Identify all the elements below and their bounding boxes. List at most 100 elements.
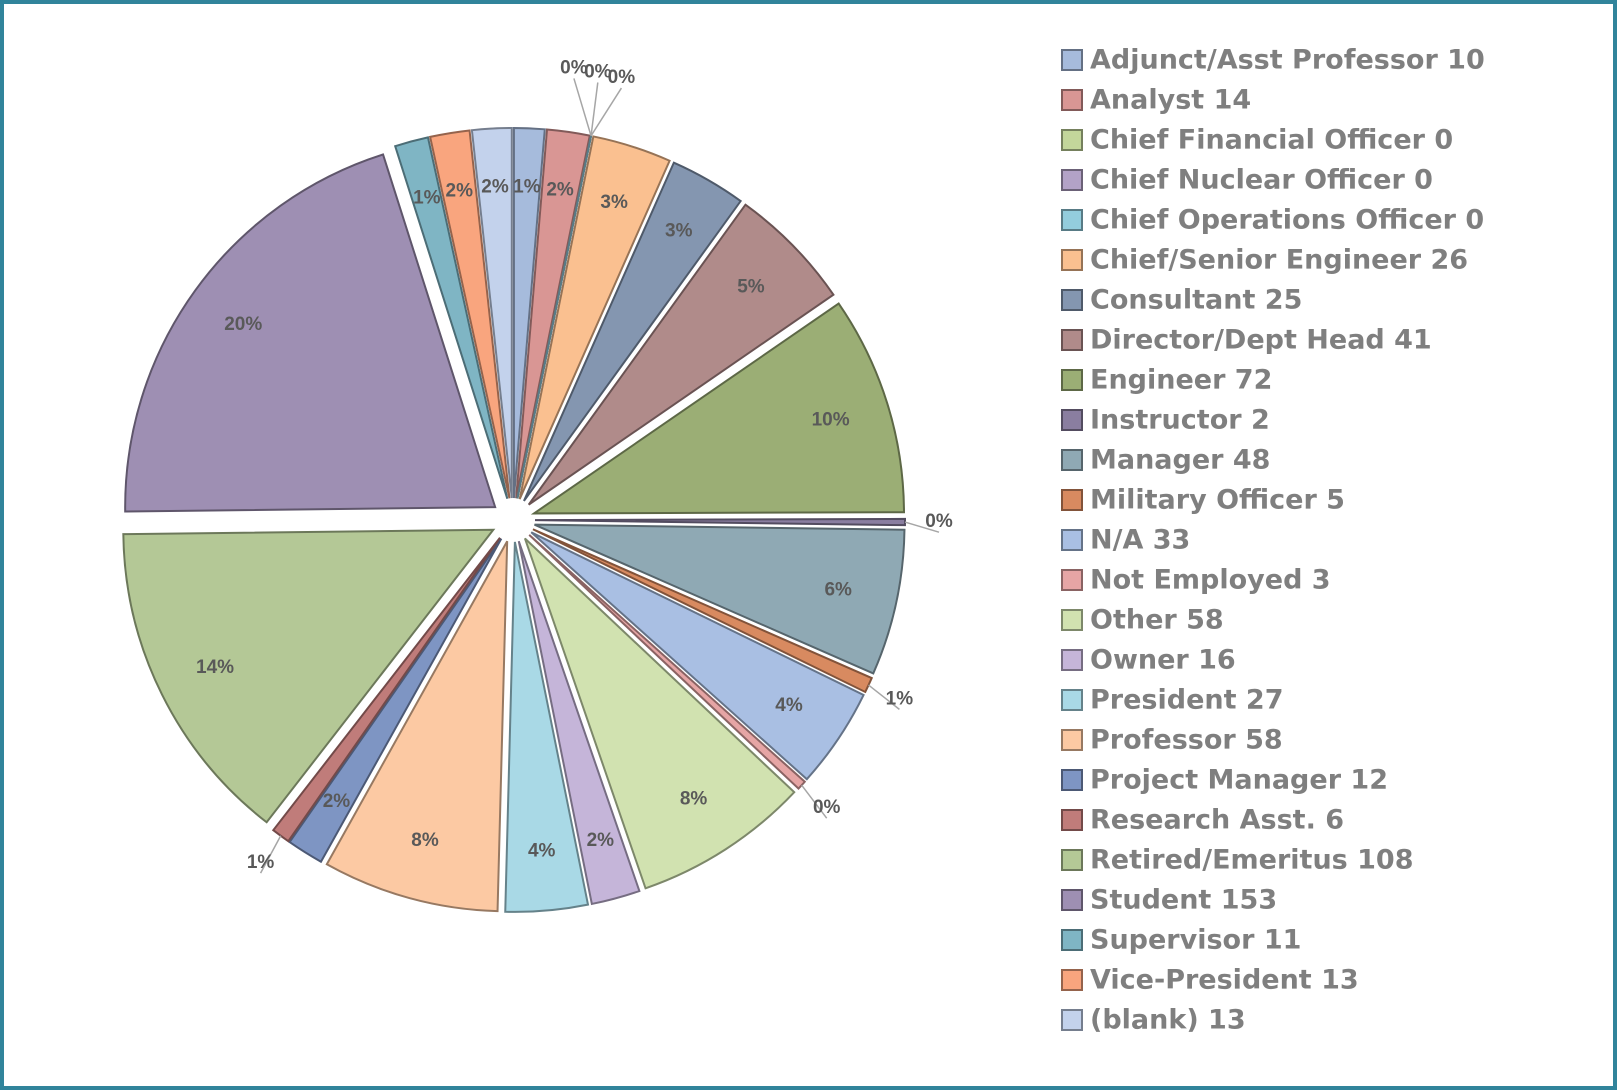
data-label: 2%	[323, 791, 351, 812]
pie-slice	[325, 540, 509, 913]
legend-swatch	[1061, 169, 1083, 191]
pie-slice	[470, 127, 513, 499]
legend-swatch	[1061, 649, 1083, 671]
legend-swatch	[1061, 849, 1083, 871]
data-label: 2%	[446, 181, 474, 202]
leader-line	[590, 87, 623, 137]
pie-slice	[518, 135, 671, 500]
legend-swatch	[1061, 769, 1083, 791]
legend-swatch	[1061, 929, 1083, 951]
data-label: 1%	[247, 852, 275, 873]
legend-swatch	[1061, 209, 1083, 231]
data-label: 14%	[196, 657, 234, 678]
legend-swatch	[1061, 329, 1083, 351]
pie-slice	[512, 127, 546, 499]
legend-swatch	[1061, 569, 1083, 591]
legend-label: Vice-President 13	[1090, 965, 1359, 996]
pie-slice	[534, 523, 906, 675]
pie-slice	[523, 161, 743, 502]
legend-label: Manager 48	[1090, 445, 1270, 476]
pie-slice	[122, 528, 496, 824]
data-label: 2%	[587, 830, 615, 851]
pie-slice	[527, 203, 835, 506]
data-label: 0%	[813, 797, 841, 818]
legend-label: Chief Operations Officer 0	[1090, 205, 1484, 236]
pie-slice	[523, 537, 796, 890]
data-label: 20%	[224, 314, 262, 335]
legend-swatch	[1061, 969, 1083, 991]
pie-slice	[530, 531, 865, 781]
legend-label: Retired/Emeritus 108	[1090, 845, 1414, 876]
pie-slice	[517, 540, 641, 906]
data-label: 5%	[737, 276, 765, 297]
leader-line	[868, 684, 900, 710]
legend-label: Analyst 14	[1090, 85, 1251, 116]
pie-slice	[530, 302, 905, 515]
legend-label: President 27	[1090, 685, 1283, 716]
data-label: 4%	[775, 695, 803, 716]
legend-label: Owner 16	[1090, 645, 1236, 676]
legend-swatch	[1061, 529, 1083, 551]
legend-swatch	[1061, 809, 1083, 831]
data-label: 0%	[584, 62, 612, 83]
legend-swatch	[1061, 249, 1083, 271]
legend-swatch	[1061, 489, 1083, 511]
data-label: 3%	[600, 192, 628, 213]
legend-label: Chief/Senior Engineer 26	[1090, 245, 1468, 276]
data-label: 8%	[411, 830, 439, 851]
legend-label: Engineer 72	[1090, 365, 1272, 396]
data-label: 3%	[665, 220, 693, 241]
pie-slice	[504, 541, 590, 913]
leader-line	[573, 78, 592, 137]
data-label: 2%	[481, 177, 509, 198]
pie-slice	[532, 528, 874, 694]
data-label: 1%	[513, 177, 541, 198]
legend-swatch	[1061, 449, 1083, 471]
pie-slice	[288, 538, 503, 864]
legend-label: Chief Nuclear Officer 0	[1090, 165, 1433, 196]
data-label: 0%	[925, 511, 953, 532]
legend-label: Adjunct/Asst Professor 10	[1090, 45, 1485, 76]
legend-swatch	[1061, 689, 1083, 711]
legend-swatch	[1061, 49, 1083, 71]
pie-slice	[124, 153, 497, 513]
legend-swatch	[1061, 609, 1083, 631]
legend-label: Student 153	[1090, 885, 1277, 916]
pie-slice	[515, 128, 591, 499]
legend-swatch	[1061, 409, 1083, 431]
legend-label: N/A 33	[1090, 525, 1190, 556]
leader-line	[801, 784, 828, 819]
legend-swatch	[1061, 289, 1083, 311]
pie-slice	[393, 136, 509, 500]
legend-swatch	[1061, 89, 1083, 111]
leader-line	[259, 835, 282, 874]
data-label: 10%	[812, 410, 850, 431]
legend-swatch	[1061, 729, 1083, 751]
pie-slice	[271, 537, 501, 843]
pie-slice	[428, 129, 511, 499]
legend-swatch	[1061, 889, 1083, 911]
data-label: 1%	[413, 188, 441, 209]
legend-label: Military Officer 5	[1090, 485, 1345, 516]
legend-label: Research Asst. 6	[1090, 805, 1344, 836]
legend-label: Chief Financial Officer 0	[1090, 125, 1453, 156]
data-label: 2%	[546, 180, 574, 201]
data-label: 8%	[680, 789, 708, 810]
legend-label: Other 58	[1090, 605, 1224, 636]
data-label: 4%	[528, 841, 556, 862]
data-label: 1%	[886, 688, 914, 709]
legend-swatch	[1061, 1009, 1083, 1031]
legend-label: Instructor 2	[1090, 405, 1270, 436]
data-label: 6%	[824, 580, 852, 601]
data-label: 0%	[608, 67, 636, 88]
legend-swatch	[1061, 369, 1083, 391]
legend-label: Professor 58	[1090, 725, 1283, 756]
legend-label: Director/Dept Head 41	[1090, 325, 1432, 356]
legend-label: Not Employed 3	[1090, 565, 1331, 596]
legend-label: Project Manager 12	[1090, 765, 1388, 796]
data-label: 0%	[560, 57, 588, 78]
legend-swatch	[1061, 129, 1083, 151]
legend-label: Consultant 25	[1090, 285, 1302, 316]
